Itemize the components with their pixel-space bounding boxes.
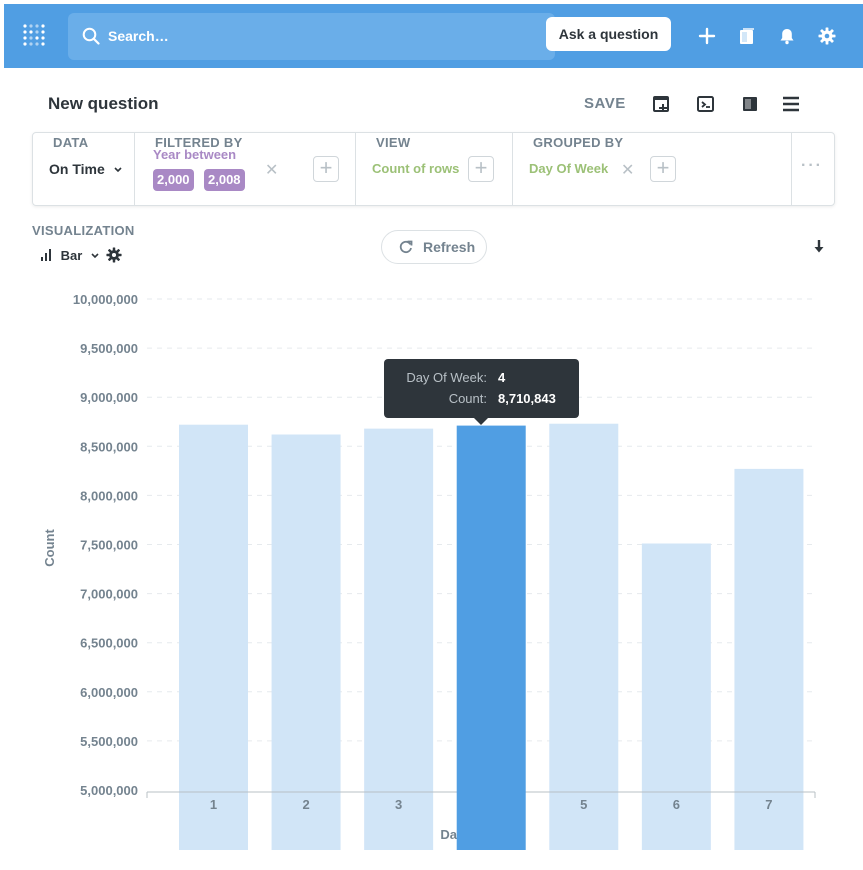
gear-icon[interactable] [815,24,839,48]
tooltip-value: 8,710,843 [498,391,556,406]
save-button[interactable]: SAVE [584,95,626,112]
bars [179,423,804,850]
collection-icon[interactable] [735,24,759,48]
data-section: DATA On Time [33,133,135,205]
bar[interactable] [734,468,804,850]
bar[interactable] [364,428,434,850]
tooltip-value: 4 [498,370,506,385]
add-breakout-button[interactable]: + [650,156,676,182]
bar-highlighted[interactable] [456,425,526,850]
view-aggregation[interactable]: Count of rows [372,161,460,176]
y-axis-label: Count [42,529,57,567]
bar[interactable] [179,424,248,850]
search-placeholder: Search… [108,28,169,44]
visualization-type-label: Bar [60,248,83,263]
gear-icon[interactable] [106,247,122,263]
filter-text: Year between [153,147,237,162]
x-tick-label: 3 [395,797,402,812]
bar[interactable] [549,423,619,850]
refresh-button[interactable]: Refresh [381,230,487,264]
y-tick-label: 5,000,000 [80,783,138,798]
y-tick-label: 9,500,000 [80,341,138,356]
group-by-field[interactable]: Day Of Week [529,161,609,176]
refresh-label: Refresh [423,239,476,255]
chevron-down-icon [114,167,122,173]
sql-icon[interactable] [696,94,716,114]
x-tick-label: 5 [580,797,587,812]
data-label: DATA [53,135,89,150]
plus-icon[interactable] [695,24,719,48]
tooltip-key: Day Of Week: [406,370,487,385]
bell-icon[interactable] [775,24,799,48]
download-icon[interactable] [813,239,825,255]
y-tick-label: 9,000,000 [80,390,138,405]
x-tick-label: 2 [302,797,309,812]
menu-icon[interactable] [781,94,801,114]
data-source-value: On Time [49,161,105,177]
page-title: New question [48,94,159,113]
chart-tooltip: Day Of Week: 4 Count: 8,710,843 [384,359,579,425]
remove-breakout-icon[interactable]: ✕ [621,162,635,179]
filter-value-pill: 2,008 [204,169,245,191]
filter-label: FILTERED BY [155,135,243,150]
y-tick-label: 8,500,000 [80,439,138,454]
search-icon [82,27,100,45]
filter-section: FILTERED BY Year between 2,000 2,008 ✕ + [135,133,356,205]
bar-chart: 10,000,000 9,500,000 9,000,000 8,500,000 8,0… [42,292,816,850]
y-tick-label: 7,000,000 [80,587,138,602]
highlighted-bar-layer [456,425,526,850]
x-tick-label: 7 [765,797,772,812]
top-nav: Search… Ask a question [4,4,863,68]
query-builder: DATA On Time FILTERED BY Year between 2,… [32,132,835,206]
add-filter-button[interactable]: + [313,156,339,182]
y-tick-label: 6,000,000 [80,685,138,700]
y-tick-labels: 10,000,000 9,500,000 9,000,000 8,500,000 8,0… [73,292,138,798]
bar[interactable] [271,434,341,850]
remove-filter-icon[interactable]: ✕ [265,162,279,179]
ask-question-button[interactable]: Ask a question [546,17,671,51]
y-tick-label: 8,000,000 [80,488,138,503]
view-label: VIEW [376,135,411,150]
tooltip-key: Count: [448,391,487,406]
visualization-type-select[interactable]: Bar [40,247,122,263]
data-source-select[interactable]: On Time [49,161,123,177]
search-input[interactable]: Search… [68,13,555,60]
y-tick-label: 10,000,000 [73,292,138,307]
visualization-label: VISUALIZATION [32,223,135,238]
x-tick-label: 6 [673,797,680,812]
add-to-dashboard-icon[interactable] [652,94,672,114]
more-options-icon[interactable]: ··· [801,157,823,174]
y-tick-label: 7,500,000 [80,538,138,553]
refresh-icon [399,240,413,254]
bar-chart-icon [41,249,51,261]
metabase-logo-icon[interactable] [22,23,50,51]
filter-value-pill: 2,000 [153,169,194,191]
group-label: GROUPED BY [533,135,624,150]
y-tick-label: 5,500,000 [80,734,138,749]
bar[interactable] [641,543,711,850]
reference-icon[interactable] [740,94,760,114]
group-section: GROUPED BY Day Of Week ✕ + [513,133,792,205]
x-tick-label: 1 [210,797,217,812]
chevron-down-icon [91,253,99,259]
add-aggregation-button[interactable]: + [468,156,494,182]
y-tick-label: 6,500,000 [80,636,138,651]
view-section: VIEW Count of rows + [356,133,513,205]
tooltip-arrow [474,418,488,425]
